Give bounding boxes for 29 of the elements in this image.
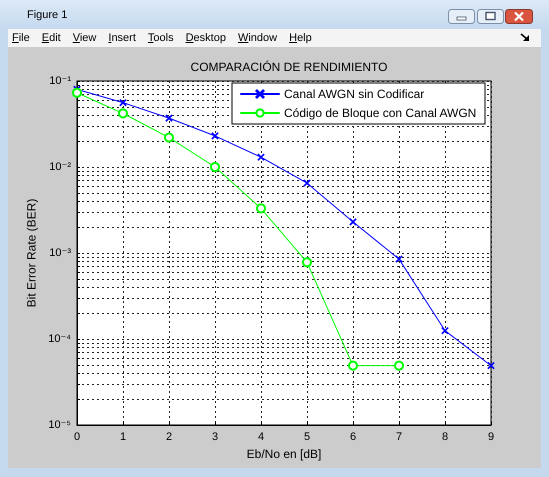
y-tick-label: 10⁻²: [49, 161, 72, 173]
caption: Figure 1: [27, 9, 68, 22]
y-tick-label: 10⁻⁴: [48, 333, 72, 345]
text: Desktop: [186, 32, 226, 44]
text: Window: [238, 32, 278, 44]
x-tick-label: 6: [350, 431, 356, 443]
x-tick-label: 3: [212, 431, 218, 443]
text: File: [12, 32, 30, 44]
x-tick-label: 7: [396, 431, 402, 443]
x-tick-label: 0: [74, 431, 80, 443]
chart-title: COMPARACIÓN DE RENDIMIENTO: [190, 60, 388, 74]
y-tick-label: 10⁻¹: [49, 75, 72, 87]
text: Edit: [42, 32, 61, 44]
y-tick-label: 10⁻³: [49, 247, 72, 259]
text: Help: [289, 32, 312, 44]
x-tick-label: 5: [304, 431, 310, 443]
y-tick-label: 10⁻⁵: [48, 419, 71, 431]
x-tick-label: 8: [442, 431, 448, 443]
x-tick-label: 1: [120, 431, 126, 443]
x-tick-label: 2: [166, 431, 172, 443]
legend-label: Código de Bloque con Canal AWGN: [284, 106, 476, 120]
text: Insert: [108, 32, 136, 44]
x-tick-label: 9: [488, 431, 494, 443]
y-axis-title: Bit Error Rate (BER): [24, 198, 38, 308]
legend-label: Canal AWGN sin Codificar: [284, 87, 424, 101]
text: View: [72, 32, 96, 44]
x-axis-title: Eb/No en [dB]: [246, 446, 322, 461]
x-tick-label: 4: [258, 431, 264, 443]
text: Tools: [148, 32, 174, 44]
